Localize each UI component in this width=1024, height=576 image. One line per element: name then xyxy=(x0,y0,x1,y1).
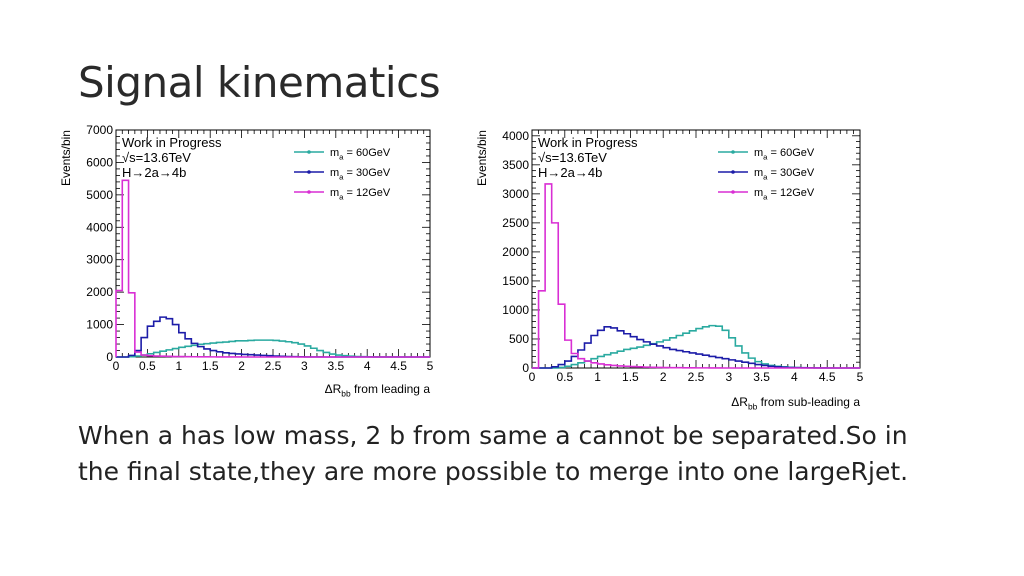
annotation-1: √s=13.6TeV xyxy=(122,150,191,165)
x-tick-label: 4.5 xyxy=(819,370,836,384)
legend-marker-1 xyxy=(307,170,311,174)
slide-title: Signal kinematics xyxy=(78,58,441,107)
x-tick-label: 3.5 xyxy=(327,359,344,373)
x-tick-label: 1.5 xyxy=(622,370,639,384)
x-tick-label: 0.5 xyxy=(556,370,573,384)
body-line-2: the final state,they are more possible t… xyxy=(78,457,909,486)
y-tick-label: 500 xyxy=(509,332,529,346)
x-tick-label: 4 xyxy=(364,359,371,373)
x-tick-label: 2.5 xyxy=(688,370,705,384)
y-tick-label: 7000 xyxy=(86,123,113,137)
y-tick-label: 4000 xyxy=(502,129,529,143)
x-tick-label: 2.5 xyxy=(265,359,282,373)
series-line-2 xyxy=(115,179,430,358)
annotation-0: Work in Progress xyxy=(538,135,638,150)
legend-marker-0 xyxy=(307,150,311,154)
x-tick-label: 3 xyxy=(725,370,732,384)
x-tick-label: 0.5 xyxy=(139,359,156,373)
legend-label-0: ma = 60GeV xyxy=(330,147,391,161)
x-tick-label: 1 xyxy=(594,370,601,384)
legend-marker-2 xyxy=(307,190,311,194)
histogram-leading-a: 0 0.5 1 1.5 2 2.5 3 3.5 4 4.5 5 0 1000 2000 3000 4000 50… xyxy=(59,123,434,399)
y-axis-label: Events/bin xyxy=(59,130,73,186)
y-tick-label: 0 xyxy=(522,361,529,375)
x-axis-label: ΔRbb from leading a xyxy=(325,382,431,399)
y-tick-label: 4000 xyxy=(86,220,113,234)
y-tick-label: 1000 xyxy=(86,318,113,332)
x-tick-label: 0 xyxy=(113,359,120,373)
x-tick-label: 3.5 xyxy=(753,370,770,384)
y-tick-label: 3500 xyxy=(502,158,529,172)
annotation-2: H→2a→4b xyxy=(122,165,186,180)
x-tick-label: 1 xyxy=(175,359,182,373)
y-axis-label: Events/bin xyxy=(475,130,489,186)
x-tick-label: 4 xyxy=(791,370,798,384)
x-tick-label: 5 xyxy=(857,370,864,384)
x-tick-label: 2 xyxy=(238,359,245,373)
y-tick-label: 2000 xyxy=(502,245,529,259)
x-tick-label: 5 xyxy=(427,359,434,373)
legend-label-1: ma = 30GeV xyxy=(330,167,391,181)
x-tick-label: 4.5 xyxy=(390,359,407,373)
body-line-1: When a has low mass, 2 b from same a can… xyxy=(78,421,908,450)
x-axis-label: ΔRbb from sub-leading a xyxy=(731,395,860,410)
body-text: When a has low mass, 2 b from same a can… xyxy=(78,418,978,490)
x-tick-label: 0 xyxy=(529,370,536,384)
legend-label-1: ma = 30GeV xyxy=(754,167,815,181)
legend-label-2: ma = 12GeV xyxy=(330,187,391,201)
y-tick-label: 3000 xyxy=(502,187,529,201)
legend-label-2: ma = 12GeV xyxy=(754,187,815,201)
y-tick-label: 1500 xyxy=(502,274,529,288)
y-tick-label: 1000 xyxy=(502,303,529,317)
annotation-0: Work in Progress xyxy=(122,135,222,150)
y-tick-label: 2000 xyxy=(86,285,113,299)
legend-label-0: ma = 60GeV xyxy=(754,147,815,161)
y-tick-label: 6000 xyxy=(86,155,113,169)
y-tick-label: 3000 xyxy=(86,253,113,267)
y-tick-label: 2500 xyxy=(502,216,529,230)
x-tick-label: 2 xyxy=(660,370,667,384)
y-tick-label: 0 xyxy=(106,350,113,364)
y-tick-label: 5000 xyxy=(86,188,113,202)
histogram-subleading-a: 0 0.5 1 1.5 2 2.5 3 3.5 4 4.5 5 0 500 1000 1500 2000 250… xyxy=(475,129,864,410)
series-line-2 xyxy=(532,183,860,369)
legend-marker-0 xyxy=(731,150,735,154)
annotation-2: H→2a→4b xyxy=(538,165,602,180)
legend-marker-2 xyxy=(731,190,735,194)
annotation-1: √s=13.6TeV xyxy=(538,150,607,165)
legend-marker-1 xyxy=(731,170,735,174)
x-tick-label: 1.5 xyxy=(202,359,219,373)
x-tick-label: 3 xyxy=(301,359,308,373)
